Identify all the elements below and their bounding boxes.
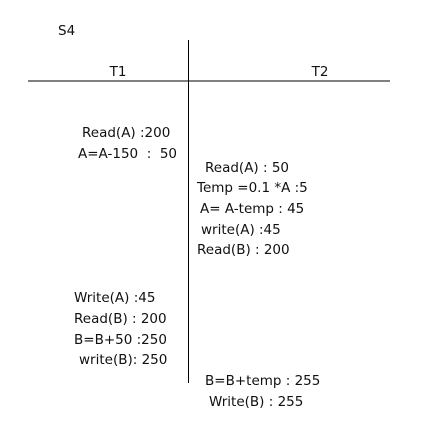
operation: Read(A) :200 bbox=[82, 125, 170, 141]
operation: A= A-temp : 45 bbox=[200, 201, 304, 217]
operation: Temp =0.1 *A :5 bbox=[196, 180, 308, 196]
operation: write(B): 250 bbox=[79, 352, 167, 368]
operation: Read(A) : 50 bbox=[205, 160, 289, 176]
column-header: T1 bbox=[109, 64, 127, 80]
operation: B=B+50 :250 bbox=[74, 332, 167, 348]
operation: Read(B) : 200 bbox=[197, 242, 290, 258]
schedule-title: S4 bbox=[58, 23, 75, 39]
operation: B=B+temp : 255 bbox=[205, 373, 320, 389]
operation: write(A) :45 bbox=[201, 222, 281, 238]
operation: A=A-150 : 50 bbox=[78, 146, 177, 162]
column-header: T2 bbox=[311, 64, 329, 80]
operation: Read(B) : 200 bbox=[74, 311, 167, 327]
operation: Write(A) :45 bbox=[74, 290, 155, 306]
operation: Write(B) : 255 bbox=[209, 394, 303, 410]
